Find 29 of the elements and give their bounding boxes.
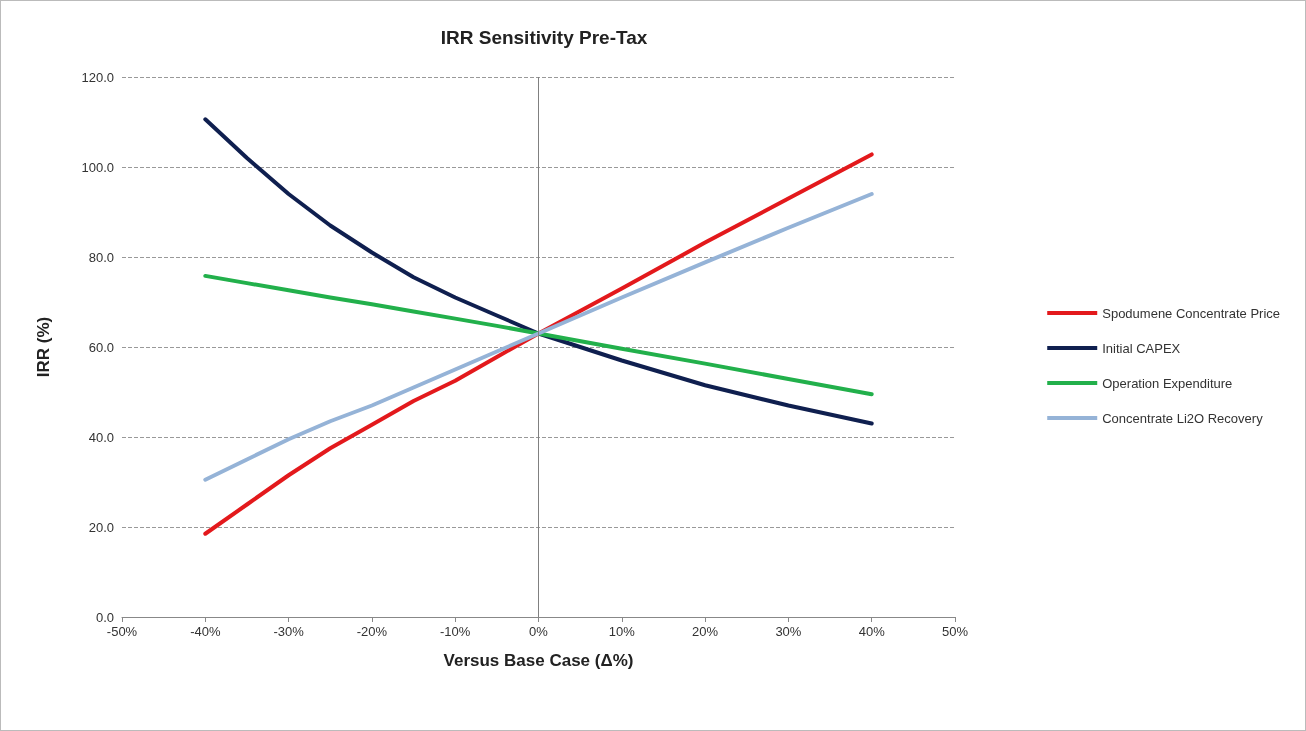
line-series bbox=[203, 152, 874, 536]
y-tick-label: 20.0 bbox=[88, 519, 114, 535]
legend-label: Operation Expenditure bbox=[1102, 375, 1233, 391]
x-tick-label: 30% bbox=[775, 624, 802, 639]
legend-label: Initial CAPEX bbox=[1102, 340, 1181, 356]
line-series bbox=[203, 273, 874, 397]
x-tick-label: -10% bbox=[440, 624, 471, 639]
y-tick-label: 0.0 bbox=[95, 609, 114, 625]
x-tick-label: -30% bbox=[273, 624, 305, 639]
line-series bbox=[203, 192, 874, 482]
y-axis-title: IRR (%) bbox=[34, 316, 53, 378]
y-tick-label: 40.0 bbox=[88, 429, 114, 445]
x-tick-label: -20% bbox=[356, 624, 388, 639]
y-tick-label: 60.0 bbox=[88, 339, 114, 355]
x-tick-label: 50% bbox=[941, 624, 969, 639]
y-tick-label: 80.0 bbox=[88, 249, 114, 265]
legend-label: Spodumene Concentrate Price bbox=[1102, 305, 1281, 321]
x-tick-label: -50% bbox=[106, 624, 138, 639]
line-series bbox=[203, 117, 874, 426]
x-axis-title: Versus Base Case (Δ%) bbox=[443, 651, 634, 670]
legend-label: Concentrate Li2O Recovery bbox=[1102, 410, 1264, 426]
x-tick-label: 20% bbox=[692, 624, 719, 639]
x-tick-label: 0% bbox=[529, 624, 549, 639]
x-tick-label: 40% bbox=[858, 624, 886, 639]
x-tick-label: -40% bbox=[190, 624, 221, 639]
y-tick-label: 100.0 bbox=[81, 159, 114, 175]
chart-title: IRR Sensitivity Pre-Tax bbox=[440, 27, 648, 48]
y-tick-label: 120.0 bbox=[81, 69, 114, 85]
x-tick-label: 10% bbox=[608, 624, 636, 639]
